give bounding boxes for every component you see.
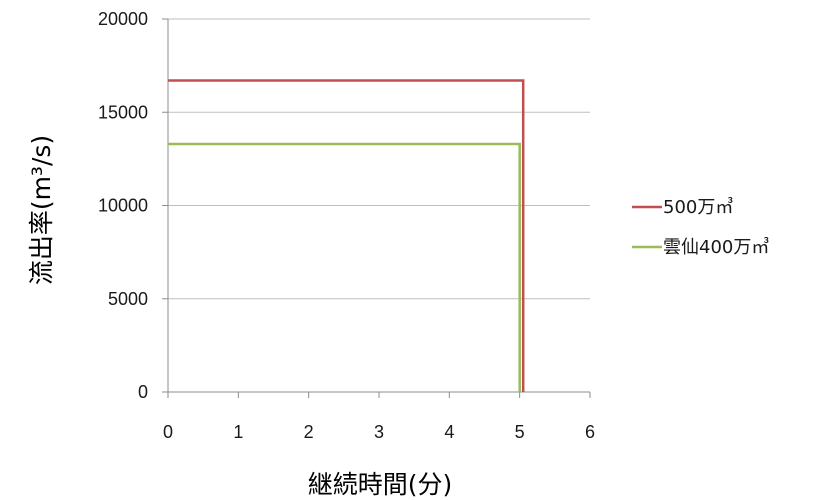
y-tick-label: 10000: [98, 196, 148, 216]
y-tick-label: 5000: [108, 289, 148, 309]
x-tick-label: 3: [374, 422, 384, 442]
y-axis-title: 流出率(m³/s): [27, 135, 56, 285]
y-tick-labels: 0 5000 10000 15000 20000: [98, 9, 148, 402]
gridlines: [168, 18, 590, 300]
y-tick-label: 20000: [98, 9, 148, 29]
x-tick-label: 4: [444, 422, 454, 442]
x-tick-labels: 0 1 2 3 4 5 6: [163, 422, 595, 442]
legend-label-1: 500万㎥: [663, 197, 733, 218]
x-tick-label: 1: [233, 422, 243, 442]
series-line-2: [168, 142, 521, 392]
x-tick-label: 0: [163, 422, 173, 442]
x-tick-label: 2: [304, 422, 314, 442]
legend-label-2: 雲仙400万㎥: [663, 237, 769, 258]
axes: [162, 18, 591, 398]
y-tick-label: 15000: [98, 102, 148, 122]
series-lines: [168, 79, 525, 392]
x-tick-label: 5: [515, 422, 525, 442]
series-line-1: [168, 79, 525, 392]
x-tick-label: 6: [585, 422, 595, 442]
x-axis-title: 継続時間(分): [308, 470, 453, 499]
y-tick-label: 0: [138, 382, 148, 402]
